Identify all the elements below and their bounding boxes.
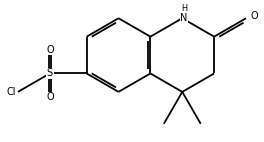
Text: N: N bbox=[180, 13, 188, 23]
Text: O: O bbox=[251, 11, 258, 21]
Text: O: O bbox=[46, 45, 54, 55]
Text: O: O bbox=[46, 92, 54, 102]
Text: S: S bbox=[47, 68, 53, 79]
Text: H: H bbox=[181, 4, 187, 13]
Text: Cl: Cl bbox=[7, 87, 16, 97]
